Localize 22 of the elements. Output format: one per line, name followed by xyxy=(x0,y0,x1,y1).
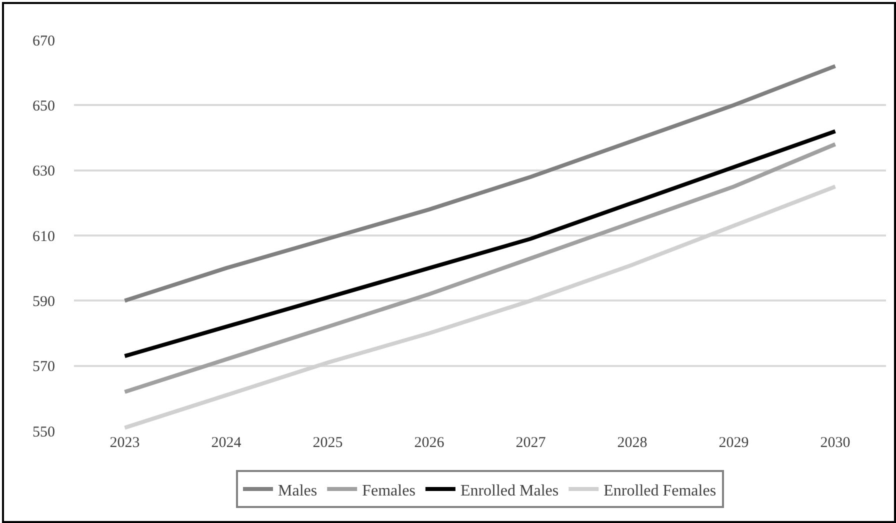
y-tick-label: 590 xyxy=(32,294,55,310)
x-tick-label: 2025 xyxy=(312,435,343,451)
y-tick-label: 630 xyxy=(32,164,55,180)
y-tick-label: 670 xyxy=(32,33,55,50)
y-tick-label: 570 xyxy=(32,359,55,376)
legend-label: Enrolled Females xyxy=(604,482,716,500)
legend-label: Enrolled Males xyxy=(460,482,559,500)
line-series xyxy=(122,142,838,394)
x-tick-label: 2027 xyxy=(516,435,546,451)
legend-label: Females xyxy=(362,482,416,500)
y-tick-label: 550 xyxy=(32,424,55,440)
x-tick-label: 2030 xyxy=(820,435,850,451)
y-tick-label: 610 xyxy=(32,228,55,245)
y-tick-label: 650 xyxy=(32,98,55,114)
x-tick-label: 2026 xyxy=(414,435,445,451)
line-series xyxy=(122,129,838,358)
line-series xyxy=(122,64,838,303)
x-tick-label: 2029 xyxy=(718,435,749,451)
x-tick-label: 2024 xyxy=(211,435,242,451)
x-tick-label: 2028 xyxy=(617,435,648,451)
legend-label: Males xyxy=(278,482,318,500)
x-tick-label: 2023 xyxy=(110,435,140,451)
